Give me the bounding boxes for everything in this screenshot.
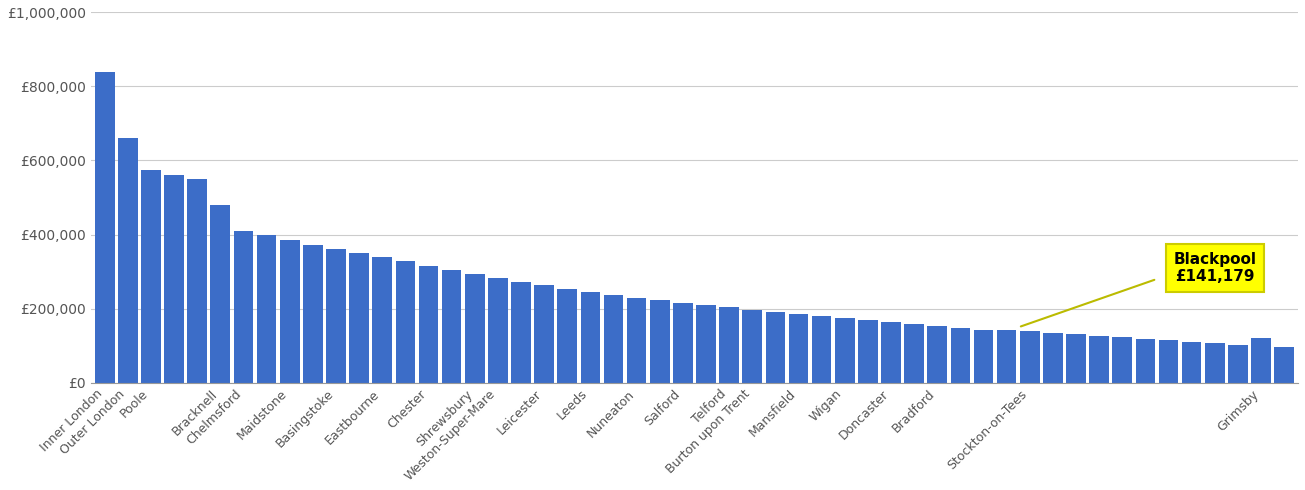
Bar xyxy=(1159,341,1178,383)
Bar xyxy=(1043,333,1062,383)
Bar xyxy=(1251,338,1271,383)
Bar xyxy=(881,322,900,383)
Bar xyxy=(766,312,786,383)
Bar xyxy=(442,270,462,383)
Bar xyxy=(164,174,184,383)
Bar xyxy=(465,274,484,383)
Bar xyxy=(650,300,669,383)
Bar xyxy=(188,179,207,383)
Bar xyxy=(117,138,137,383)
Bar xyxy=(1135,339,1155,383)
Bar xyxy=(303,245,322,383)
Bar xyxy=(488,278,508,383)
Bar xyxy=(859,320,878,383)
Bar xyxy=(974,330,993,383)
Bar xyxy=(1112,338,1133,383)
Bar xyxy=(95,72,115,383)
Bar xyxy=(928,326,947,383)
Bar xyxy=(372,257,392,383)
Bar xyxy=(419,266,438,383)
Bar xyxy=(581,292,600,383)
Bar xyxy=(1090,336,1109,383)
Bar xyxy=(279,240,300,383)
Bar xyxy=(743,310,762,383)
Bar xyxy=(1275,347,1295,383)
Bar xyxy=(604,295,624,383)
Bar xyxy=(395,261,415,383)
Bar xyxy=(326,248,346,383)
Bar xyxy=(835,318,855,383)
Bar xyxy=(141,170,161,383)
Bar xyxy=(1021,331,1040,383)
Bar xyxy=(719,307,739,383)
Bar xyxy=(812,317,831,383)
Bar xyxy=(950,328,970,383)
Bar xyxy=(234,231,253,383)
Bar xyxy=(1205,343,1224,383)
Bar xyxy=(350,253,369,383)
Bar xyxy=(1182,342,1202,383)
Bar xyxy=(534,285,553,383)
Text: Blackpool
£141,179: Blackpool £141,179 xyxy=(1173,252,1257,284)
Bar xyxy=(512,282,531,383)
Bar xyxy=(696,305,716,383)
Bar xyxy=(626,298,646,383)
Bar xyxy=(210,205,230,383)
Bar xyxy=(673,303,693,383)
Bar xyxy=(997,330,1017,383)
Bar xyxy=(788,314,808,383)
Bar xyxy=(1228,345,1248,383)
Bar xyxy=(257,235,277,383)
Bar xyxy=(557,289,577,383)
Bar xyxy=(904,324,924,383)
Bar xyxy=(1066,335,1086,383)
